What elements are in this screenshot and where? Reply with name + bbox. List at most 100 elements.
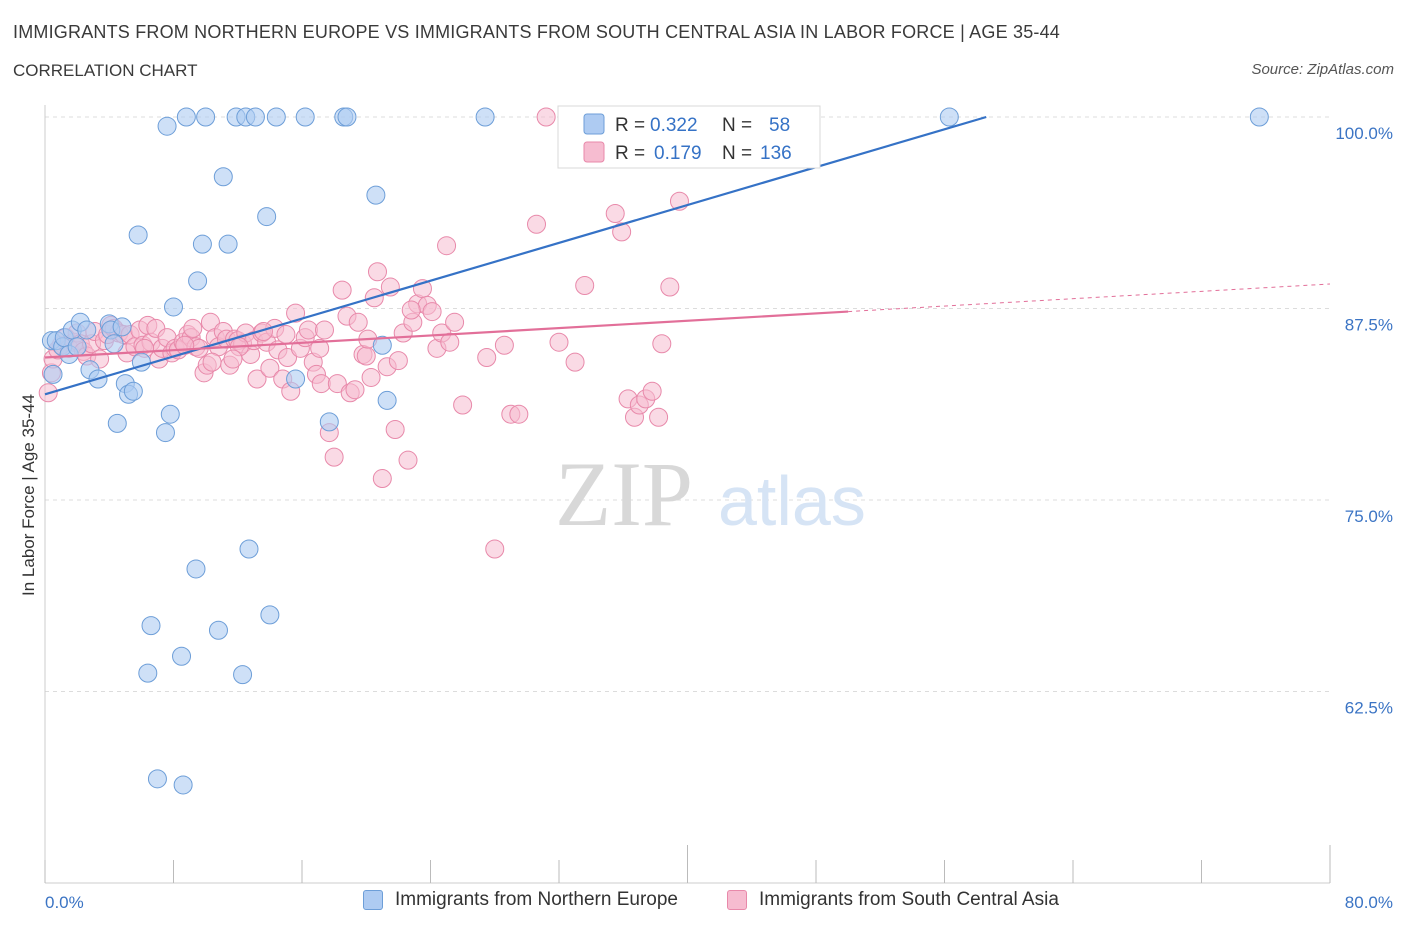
point-south-central-asia-88 (388, 351, 408, 371)
point-south-central-asia-83 (367, 262, 387, 282)
legend-n-value-1: 58 (769, 115, 790, 136)
point-south-central-asia-81 (361, 367, 381, 387)
legend-n-label-2: N = (722, 143, 752, 164)
watermark: ZIP atlas (555, 443, 866, 545)
point-northern-europe-41 (257, 207, 277, 227)
point-northern-europe-20 (141, 616, 161, 636)
point-south-central-asia-103 (485, 539, 505, 559)
point-northern-europe-51 (377, 390, 397, 410)
point-south-central-asia-120 (649, 407, 669, 427)
point-northern-europe-25 (164, 297, 183, 317)
point-northern-europe-42 (260, 605, 280, 625)
point-northern-europe-13 (107, 413, 127, 433)
point-northern-europe-34 (213, 167, 233, 187)
legend-label-northern-europe: Immigrants from Northern Europe (395, 889, 678, 910)
point-south-central-asia-111 (575, 276, 595, 296)
point-south-central-asia-101 (453, 395, 473, 415)
y-tick-label-0: 62.5% (1345, 699, 1393, 718)
point-northern-europe-14 (112, 317, 132, 337)
point-south-central-asia-110 (565, 352, 585, 372)
point-south-central-asia-113 (605, 204, 625, 224)
point-northern-europe-17 (123, 381, 143, 401)
point-south-central-asia-132 (202, 352, 222, 372)
point-northern-europe-46 (319, 412, 339, 432)
point-south-central-asia-119 (642, 381, 662, 401)
point-south-central-asia-54 (247, 369, 267, 389)
point-northern-europe-39 (239, 539, 259, 559)
point-northern-europe-43 (266, 107, 286, 127)
legend-r-label-2: R = (615, 143, 645, 164)
point-northern-europe-37 (233, 665, 253, 685)
point-south-central-asia-128 (276, 325, 296, 345)
point-northern-europe-53 (138, 663, 158, 683)
legend-swatch-blue (583, 113, 605, 135)
point-northern-europe-7 (77, 320, 97, 340)
point-south-central-asia-108 (536, 107, 556, 127)
point-northern-europe-48 (337, 107, 357, 127)
point-south-central-asia-109 (549, 332, 569, 352)
point-south-central-asia-121 (652, 334, 672, 354)
point-northern-europe-28 (176, 107, 196, 127)
chart-subtitle: CORRELATION CHART (13, 61, 198, 80)
legend-swatch-northern-europe (363, 890, 383, 910)
series-northern-europe (41, 107, 1269, 795)
legend-r-value-2: 0.179 (654, 143, 702, 164)
point-northern-europe-21 (147, 769, 167, 789)
point-south-central-asia-122 (660, 277, 680, 297)
point-south-central-asia-114 (612, 222, 632, 242)
point-south-central-asia-73 (327, 374, 347, 394)
point-northern-europe-12 (104, 334, 124, 354)
point-northern-europe-35 (218, 234, 238, 254)
point-south-central-asia-106 (509, 404, 529, 424)
bottom-legend: Immigrants from Northern Europe Immigran… (0, 889, 1406, 917)
point-northern-europe-44 (286, 369, 306, 389)
point-northern-europe-45 (295, 107, 315, 127)
point-northern-europe-49 (366, 185, 386, 205)
point-northern-europe-31 (192, 234, 212, 254)
source-credit: Source: ZipAtlas.com (1251, 61, 1394, 78)
y-tick-label-3: 100.0% (1335, 124, 1393, 143)
point-northern-europe-23 (160, 404, 180, 424)
point-south-central-asia-98 (437, 236, 457, 256)
chart-title: IMMIGRANTS FROM NORTHERN EUROPE VS IMMIG… (13, 22, 1061, 42)
point-south-central-asia-72 (324, 447, 344, 467)
legend-swatch-south-central-asia (727, 890, 747, 910)
legend-n-label-1: N = (722, 115, 752, 136)
legend-item-northern-europe: Immigrants from Northern Europe (363, 889, 678, 911)
point-northern-europe-33 (208, 620, 228, 640)
point-northern-europe-18 (128, 225, 148, 245)
point-northern-europe-26 (172, 646, 192, 666)
point-northern-europe-24 (155, 423, 175, 443)
point-northern-europe-40 (245, 107, 265, 127)
point-south-central-asia-127 (310, 338, 330, 358)
point-south-central-asia-84 (372, 469, 392, 489)
point-northern-europe-57 (67, 337, 87, 357)
point-south-central-asia-74 (332, 280, 352, 300)
point-south-central-asia-102 (477, 348, 497, 368)
trend-line-south-central-asia (44, 310, 849, 359)
tick-labels: 62.5% 75.0% 87.5% 100.0% 0.0% 80.0% (45, 124, 1393, 912)
point-south-central-asia-90 (398, 450, 418, 470)
legend-r-value-1: 0.322 (650, 115, 698, 136)
point-south-central-asia-69 (311, 374, 331, 394)
point-northern-europe-54 (939, 107, 959, 127)
y-axis-title: In Labor Force | Age 35-44 (19, 394, 38, 596)
point-northern-europe-32 (196, 107, 216, 127)
point-south-central-asia-70 (314, 320, 334, 340)
point-northern-europe-30 (188, 271, 208, 291)
y-tick-label-1: 75.0% (1345, 507, 1393, 526)
legend-box: R = 0.322 N = 58 R = 0.179 N = 136 (557, 105, 821, 169)
point-northern-europe-27 (173, 775, 193, 795)
point-south-central-asia-57 (260, 358, 280, 378)
x-tick-label-1: 80.0% (1345, 893, 1393, 912)
point-northern-europe-55 (1249, 107, 1269, 127)
point-south-central-asia-133 (183, 318, 203, 338)
point-south-central-asia-63 (286, 303, 306, 323)
point-south-central-asia-100 (445, 312, 465, 332)
point-south-central-asia-77 (345, 380, 365, 400)
watermark-zip: ZIP (555, 443, 693, 545)
axes (44, 105, 1331, 884)
point-northern-europe-50 (372, 335, 392, 355)
x-tick-label-0: 0.0% (45, 893, 84, 912)
